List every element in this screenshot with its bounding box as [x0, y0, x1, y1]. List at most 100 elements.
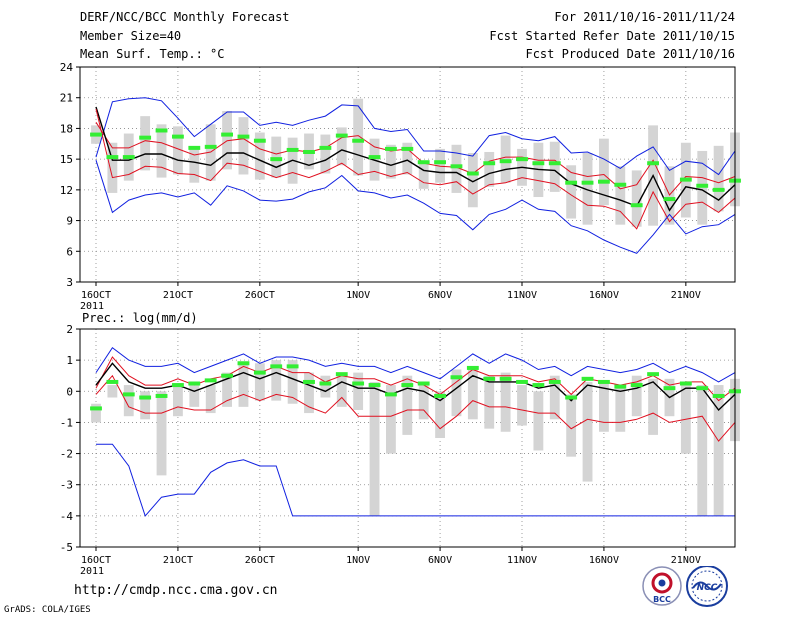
median-marker [548, 379, 561, 384]
series-min-line [96, 443, 735, 517]
median-marker [466, 171, 479, 176]
quartile-box [353, 98, 364, 176]
quartile-box [435, 391, 445, 438]
quartile-box [386, 144, 396, 179]
median-marker [434, 393, 446, 398]
x-tick-label: 21NOV [671, 555, 701, 566]
quartile-box [484, 151, 495, 187]
series-max-line [95, 346, 736, 383]
median-marker [614, 384, 627, 389]
median-marker [598, 179, 610, 184]
quartile-box [156, 391, 167, 476]
quartile-box [369, 381, 380, 516]
quartile-box [680, 381, 691, 454]
median-marker [188, 145, 201, 150]
median-marker [253, 370, 266, 375]
median-marker [499, 159, 512, 164]
quartile-box [189, 381, 200, 407]
quartile-box [517, 385, 527, 426]
quartile-box [238, 363, 249, 407]
median-marker [696, 386, 709, 391]
median-marker [303, 379, 315, 384]
x-tick-label: 1NOV [346, 555, 370, 566]
median-marker [352, 138, 365, 143]
x-tick-label: 6NOV [428, 290, 452, 301]
median-marker [106, 155, 119, 160]
series-mean-line [95, 106, 736, 212]
quartile-box [402, 375, 413, 435]
median-marker [647, 161, 659, 166]
precipitation-chart: -5 -4 -3 -2 -1 0 1 2 16OCT 21OCT 26OCT 1NOV 6NOV 11NO… [60, 311, 741, 577]
quartile-box [500, 135, 511, 183]
median-marker [139, 395, 152, 400]
median-marker [237, 361, 250, 366]
quartile-box [386, 385, 396, 454]
plot-frame [79, 328, 736, 548]
median-marker [352, 381, 365, 386]
median-marker [630, 203, 643, 208]
median-marker [335, 372, 348, 377]
quartile-box [549, 141, 560, 192]
y-tick-label: 15 [60, 153, 73, 166]
median-marker [696, 183, 709, 188]
quartile-box [713, 385, 724, 516]
member-size: Member Size=40 [80, 29, 182, 43]
median-marker [663, 197, 676, 202]
median-marker [172, 383, 184, 388]
quartile-box [451, 144, 462, 193]
quartile-box [599, 138, 609, 206]
median-marker [548, 161, 561, 166]
y-tick-label: -5 [60, 541, 73, 554]
quartile-box [271, 136, 282, 178]
median-marker [385, 392, 397, 397]
quartile-box [222, 372, 232, 407]
y-tick-label: 9 [66, 215, 73, 228]
median-marker [122, 392, 135, 397]
median-marker [712, 187, 725, 192]
y-tick-label: 12 [60, 184, 73, 197]
quartile-box [140, 116, 151, 171]
median-marker [401, 146, 414, 151]
quartile-box [402, 142, 413, 175]
agency-logos: BCC NCC [642, 566, 728, 607]
quartile-box [467, 153, 478, 208]
quartile-box [615, 388, 626, 432]
median-marker [614, 182, 627, 187]
median-marker [417, 381, 430, 386]
median-marker [581, 376, 594, 381]
median-marker [106, 379, 119, 384]
y-tick-label: 0 [66, 385, 73, 398]
y-tick-label: -1 [60, 416, 73, 429]
median-marker [630, 383, 643, 388]
median-marker [466, 365, 479, 370]
quartile-box [271, 360, 282, 401]
source-url[interactable]: http://cmdp.ncc.cma.gov.cn [74, 583, 278, 598]
series-max-line [95, 97, 736, 176]
temperature-chart: 3 6 9 12 15 18 21 24 16OCT 21OCT 26OCT 1NOV 6NOV 11NO… [60, 61, 741, 312]
series-lower-line [95, 108, 736, 230]
median-marker [598, 379, 610, 384]
quartile-box [287, 360, 298, 404]
quartile-box [320, 375, 331, 398]
median-marker [368, 383, 381, 388]
median-marker [499, 376, 512, 381]
quartile-box [467, 366, 478, 420]
median-marker [385, 146, 397, 151]
median-marker [155, 393, 168, 398]
median-marker [532, 383, 545, 388]
median-marker [368, 155, 381, 160]
quartile-box [697, 150, 708, 225]
y-tick-label: 21 [60, 92, 73, 105]
median-marker [679, 177, 692, 182]
median-marker [532, 161, 545, 166]
median-marker [401, 383, 414, 388]
median-marker [565, 395, 578, 400]
quartile-box [549, 375, 560, 420]
x-tick-label: 21OCT [163, 555, 193, 566]
quartile-box [107, 385, 118, 398]
forecast-produced-date: Fcst Produced Date 2011/10/16 [525, 47, 735, 61]
median-marker [253, 138, 266, 143]
median-marker [204, 144, 217, 149]
y-tick-label: 1 [66, 354, 73, 367]
